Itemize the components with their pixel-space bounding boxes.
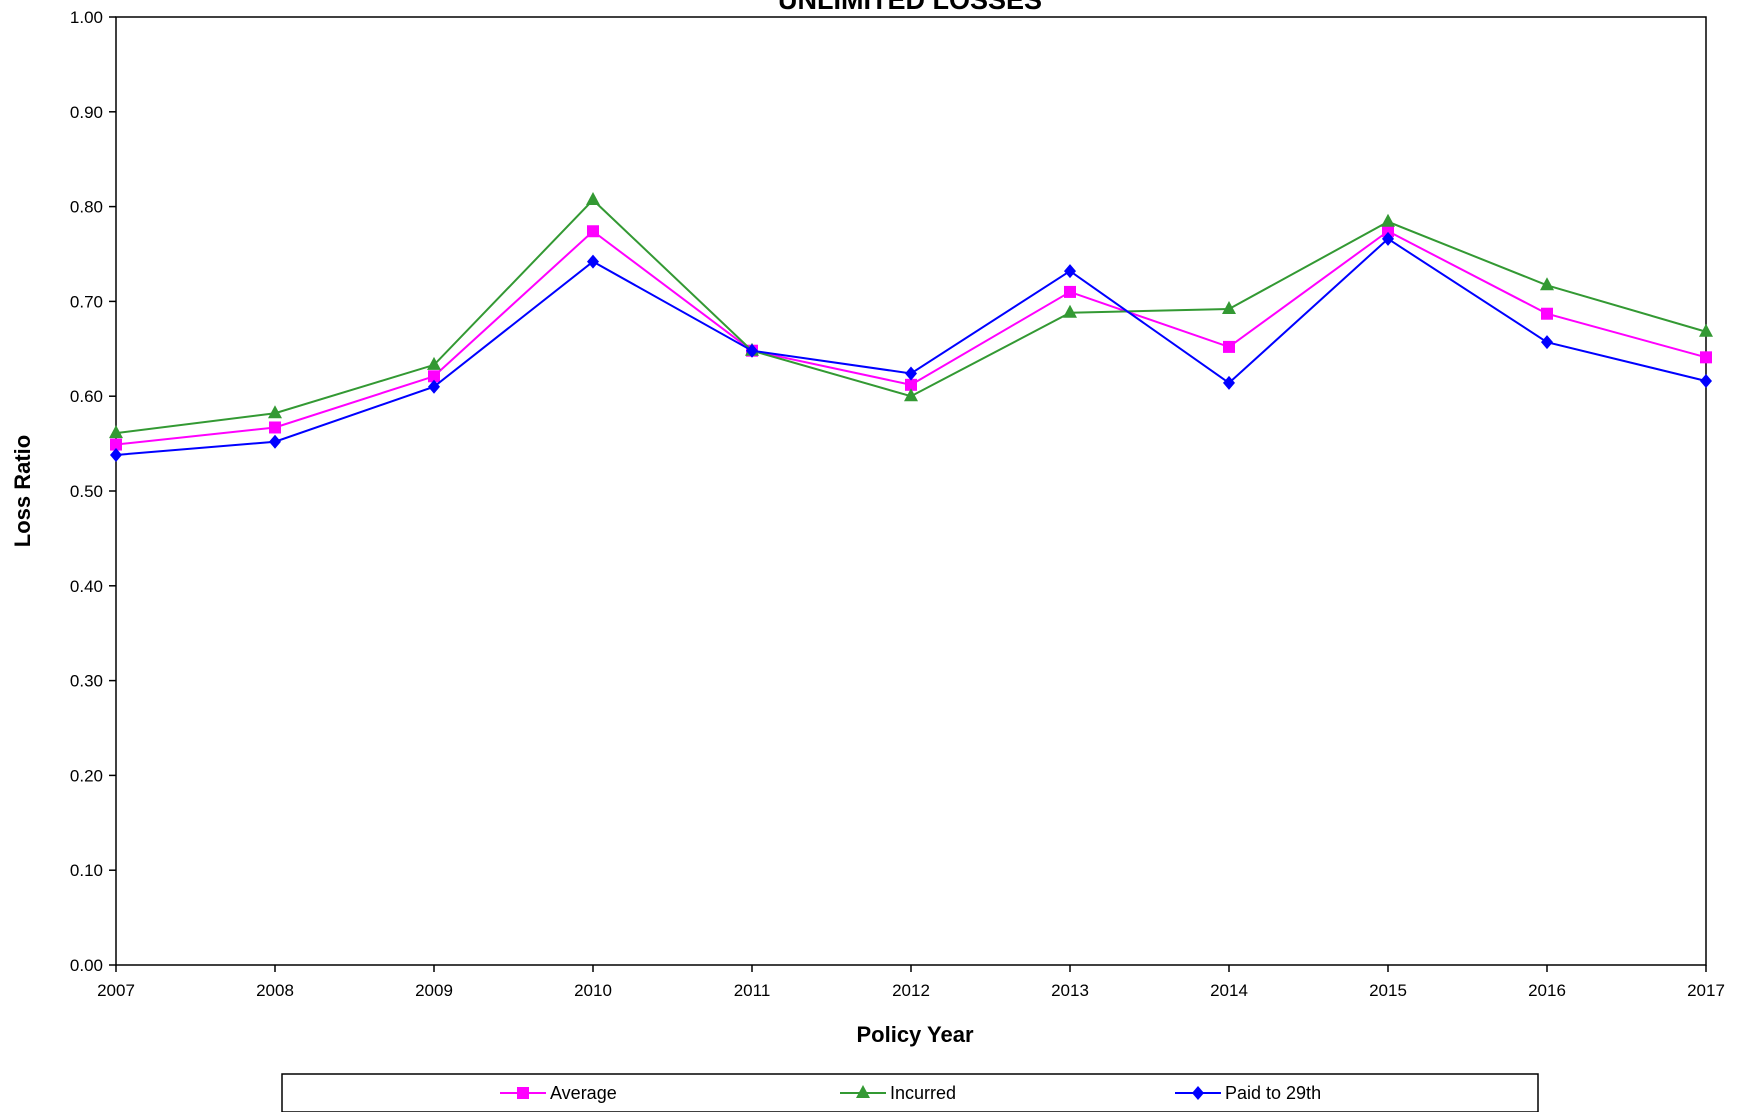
x-tick-label: 2016 — [1528, 981, 1566, 1000]
series-group — [109, 191, 1713, 462]
y-tick-label: 0.90 — [70, 103, 103, 122]
y-tick-label: 0.40 — [70, 577, 103, 596]
data-point-incurred — [1540, 277, 1554, 291]
data-point-average — [1382, 225, 1394, 238]
data-point-incurred — [1699, 323, 1713, 337]
data-point-paid-to-29th — [746, 343, 758, 358]
data-point-paid-to-29th — [1223, 375, 1235, 390]
x-axis-ticks: 2007 2008 2009 2010 2011 2012 2013 2014 2015 2016… — [97, 965, 1725, 1000]
data-point-paid-to-29th — [1064, 264, 1076, 279]
y-tick-label: 0.00 — [70, 956, 103, 975]
x-tick-label: 2010 — [574, 981, 612, 1000]
legend-item-average: Average — [500, 1083, 617, 1103]
legend-item-paid-to-29th: Paid to 29th — [1175, 1083, 1321, 1103]
legend-item-incurred: Incurred — [840, 1083, 956, 1103]
y-tick-label: 0.70 — [70, 292, 103, 311]
legend-swatch-marker — [856, 1085, 870, 1098]
x-tick-label: 2017 — [1687, 981, 1725, 1000]
data-point-incurred — [268, 405, 282, 419]
legend-swatch-marker — [1192, 1086, 1204, 1100]
plot-area — [115, 16, 1707, 966]
legend-label: Paid to 29th — [1225, 1083, 1321, 1103]
data-point-paid-to-29th — [905, 366, 917, 381]
x-tick-label: 2012 — [892, 981, 930, 1000]
data-point-paid-to-29th — [587, 254, 599, 269]
x-tick-label: 2009 — [415, 981, 453, 1000]
x-tick-label: 2014 — [1210, 981, 1248, 1000]
y-tick-label: 0.80 — [70, 198, 103, 217]
data-point-incurred — [1222, 300, 1236, 314]
x-tick-label: 2015 — [1369, 981, 1407, 1000]
data-point-incurred — [1381, 213, 1395, 227]
data-point-paid-to-29th — [1382, 231, 1394, 246]
legend-swatch-marker — [517, 1087, 529, 1099]
data-point-average — [1700, 351, 1712, 364]
y-axis-ticks: 0.00 0.10 0.20 0.30 0.40 0.50 0.60 0.70 0.80 0.90… — [70, 8, 116, 975]
data-point-average — [1541, 307, 1553, 320]
data-point-average — [587, 225, 599, 238]
data-point-average — [1223, 340, 1235, 353]
data-point-paid-to-29th — [269, 434, 281, 449]
data-point-paid-to-29th — [428, 379, 440, 394]
series-paid-to-29th — [110, 231, 1712, 462]
legend-label: Incurred — [890, 1083, 956, 1103]
legend-label: Average — [550, 1083, 617, 1103]
data-point-incurred — [1063, 304, 1077, 318]
legend: Average Incurred Paid to 29th — [500, 1083, 1321, 1103]
x-tick-label: 2007 — [97, 981, 135, 1000]
data-point-incurred — [904, 388, 918, 402]
data-point-paid-to-29th — [1541, 335, 1553, 350]
data-point-incurred — [109, 425, 123, 439]
y-axis-title: Loss Ratio — [10, 435, 35, 547]
y-tick-label: 1.00 — [70, 8, 103, 27]
y-tick-label: 0.60 — [70, 387, 103, 406]
y-tick-label: 0.20 — [70, 766, 103, 785]
x-tick-label: 2013 — [1051, 981, 1089, 1000]
data-point-paid-to-29th — [110, 447, 122, 462]
x-tick-label: 2011 — [734, 981, 771, 1000]
x-axis-title: Policy Year — [856, 1022, 973, 1047]
data-point-paid-to-29th — [1700, 374, 1712, 389]
y-tick-label: 0.30 — [70, 672, 103, 691]
data-point-incurred — [586, 191, 600, 205]
chart-title: UNLIMITED LOSSES — [778, 0, 1042, 15]
data-point-incurred — [427, 356, 441, 370]
data-point-average — [1064, 285, 1076, 298]
data-point-average — [428, 370, 440, 383]
x-tick-label: 2008 — [256, 981, 294, 1000]
data-point-average — [269, 421, 281, 434]
data-point-average — [110, 438, 122, 451]
y-tick-label: 0.50 — [70, 482, 103, 501]
legend-box — [281, 1073, 1539, 1112]
y-tick-label: 0.10 — [70, 861, 103, 880]
data-point-average — [905, 378, 917, 391]
